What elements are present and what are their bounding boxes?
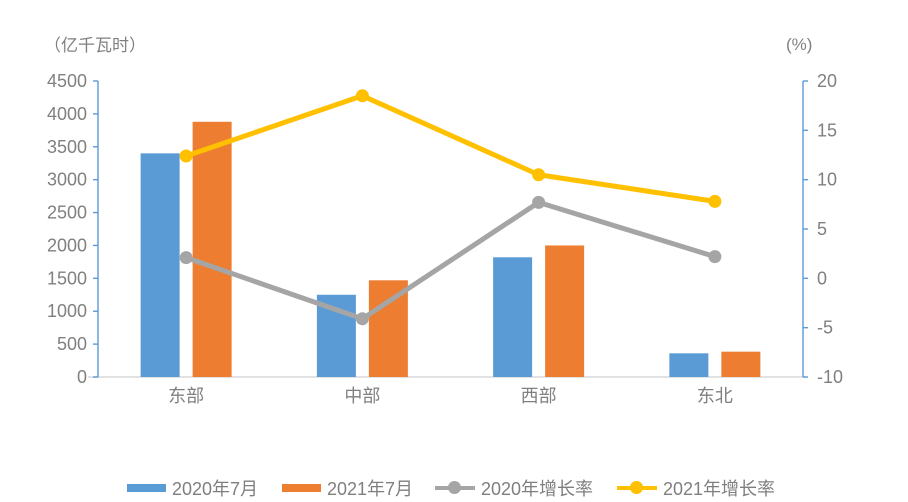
- bar-s1-c3: [721, 351, 761, 377]
- line-series-0: [185, 199, 716, 322]
- legend-line-marker-icon-2021: [630, 481, 643, 494]
- legend-swatch-bar-2020: [127, 484, 166, 492]
- legend-item-line-2021: 2021年增长率: [617, 476, 775, 500]
- legend-line-marker-icon-2020: [448, 481, 461, 494]
- left-axis-tick-label-6: 3000: [47, 170, 87, 190]
- x-axis-category-label-0: 东部: [168, 386, 204, 406]
- left-axis-tick-label-1: 500: [57, 334, 87, 354]
- left-axis-tick-label-0: 0: [77, 367, 87, 387]
- right-axis-tick-label-3: 5: [817, 219, 827, 239]
- bar-s0-c2: [493, 257, 533, 377]
- bar-s1-c1: [368, 280, 408, 377]
- line-marker-s1-c2: [532, 168, 546, 182]
- right-axis-tick-label-5: 15: [817, 120, 837, 140]
- bar-s1-c0: [192, 121, 232, 377]
- legend-item-bar-2021: 2021年7月: [282, 476, 413, 500]
- legend-line-swatch-2020: [435, 481, 475, 495]
- line-series-1: [185, 93, 716, 204]
- plot-area: 0 500 1000 1500 2000 2500 3000 3500 4000 4500 -10 -…: [47, 71, 843, 406]
- right-axis-tick-label-6: 20: [817, 71, 837, 91]
- left-axis-tick-label-2: 1000: [47, 301, 87, 321]
- left-axis-tick-label-9: 4500: [47, 71, 87, 91]
- x-axis-category-label-2: 西部: [521, 386, 557, 406]
- legend: 2020年7月 2021年7月 2020年增长率 2021年增长率: [0, 476, 908, 500]
- left-axis-tick-label-5: 2500: [47, 203, 87, 223]
- legend-label-bar-2021: 2021年7月: [327, 479, 414, 499]
- right-axis-title: (%): [786, 35, 813, 54]
- left-axis-tick-label-7: 3500: [47, 137, 87, 157]
- line-marker-s0-c0: [179, 251, 193, 265]
- left-axis-title: （亿千瓦时）: [44, 36, 146, 55]
- legend-label-bar-2020: 2020年7月: [172, 479, 259, 499]
- line-marker-s1-c0: [179, 149, 193, 163]
- legend-item-line-2020: 2020年增长率: [435, 476, 593, 500]
- right-axis-tick-label-1: -5: [817, 318, 833, 338]
- right-axis-tick-label-4: 10: [817, 170, 837, 190]
- bar-s1-c2: [545, 245, 585, 377]
- legend-swatch-bar-2021: [282, 484, 321, 492]
- bar-s0-c0: [140, 153, 180, 377]
- legend-label-line-2021: 2021年增长率: [663, 479, 776, 499]
- right-axis-tick-label-2: 0: [817, 268, 827, 288]
- left-axis-tick-label-4: 2000: [47, 235, 87, 255]
- line-marker-s1-c1: [355, 89, 369, 103]
- legend-line-swatch-2021: [617, 481, 657, 495]
- left-axis-tick-label-3: 1500: [47, 268, 87, 288]
- line-marker-s0-c2: [532, 195, 546, 209]
- bar-s0-c3: [669, 353, 709, 377]
- legend-label-line-2020: 2020年增长率: [481, 479, 594, 499]
- x-axis-category-label-1: 中部: [344, 386, 380, 406]
- left-axis-tick-label-8: 4000: [47, 104, 87, 124]
- x-axis-category-label-3: 东北: [697, 386, 733, 406]
- line-marker-s0-c1: [355, 312, 369, 326]
- line-marker-s0-c3: [708, 250, 722, 264]
- line-marker-s1-c3: [708, 194, 722, 208]
- legend-item-bar-2020: 2020年7月: [127, 476, 258, 500]
- right-axis-tick-label-0: -10: [817, 367, 843, 387]
